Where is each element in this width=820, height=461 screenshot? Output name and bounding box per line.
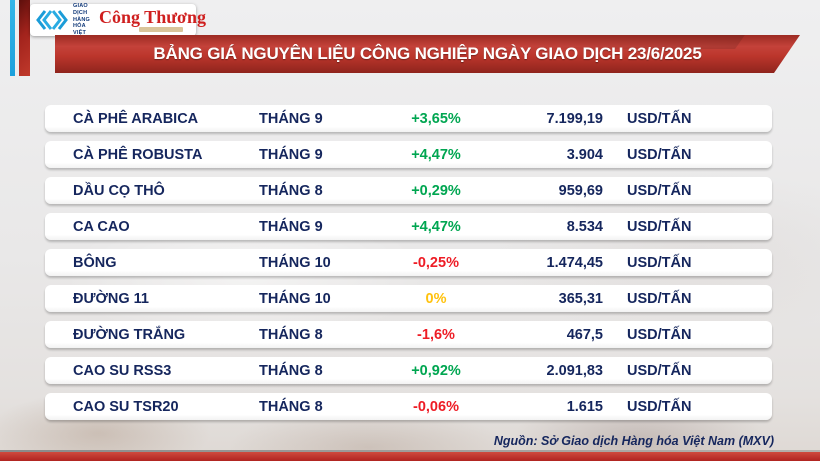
change-percent: +0,29% bbox=[411, 182, 461, 199]
table-row: DẦU CỌ THÔ THÁNG 8 +0,29% 959,69 USD/TẤN bbox=[45, 177, 772, 204]
price-unit: USD/TẤN bbox=[627, 254, 692, 271]
bottom-red-bar bbox=[0, 452, 820, 461]
price-value: 959,69 bbox=[558, 182, 603, 199]
change-percent: -0,06% bbox=[413, 398, 459, 415]
commodity-name: ĐƯỜNG TRẮNG bbox=[73, 326, 186, 343]
price-unit: USD/TẤN bbox=[627, 110, 692, 127]
table-row: CÀ PHÊ ARABICA THÁNG 9 +3,65% 7.199,19 U… bbox=[45, 105, 772, 132]
commodity-name: CÀ PHÊ ROBUSTA bbox=[73, 146, 203, 163]
bottom-divider bbox=[0, 450, 820, 452]
change-percent: +3,65% bbox=[411, 110, 461, 127]
price-value: 1.615 bbox=[566, 398, 603, 415]
title-banner: BẢNG GIÁ NGUYÊN LIỆU CÔNG NGHIỆP NGÀY GI… bbox=[55, 35, 800, 73]
price-unit: USD/TẤN bbox=[627, 362, 692, 379]
change-percent: +0,92% bbox=[411, 362, 461, 379]
commodity-name: CA CAO bbox=[73, 218, 130, 235]
price-value: 365,31 bbox=[558, 290, 603, 307]
commodity-name: BÔNG bbox=[73, 254, 117, 271]
congthuong-tagline bbox=[139, 27, 183, 32]
price-unit: USD/TẤN bbox=[627, 290, 692, 307]
source-note: Nguồn: Sở Giao dịch Hàng hóa Việt Nam (M… bbox=[493, 434, 774, 448]
price-unit: USD/TẤN bbox=[627, 146, 692, 163]
contract-month: THÁNG 9 bbox=[259, 218, 323, 235]
price-unit: USD/TẤN bbox=[627, 398, 692, 415]
contract-month: THÁNG 10 bbox=[259, 290, 331, 307]
left-cyan-stripe bbox=[10, 0, 15, 76]
contract-month: THÁNG 9 bbox=[259, 146, 323, 163]
table-row: ĐƯỜNG 11 THÁNG 10 0% 365,31 USD/TẤN bbox=[45, 285, 772, 312]
page-title: BẢNG GIÁ NGUYÊN LIỆU CÔNG NGHIỆP NGÀY GI… bbox=[153, 44, 702, 63]
change-percent: +4,47% bbox=[411, 146, 461, 163]
change-percent: -1,6% bbox=[417, 326, 455, 343]
contract-month: THÁNG 9 bbox=[259, 110, 323, 127]
table-row: ĐƯỜNG TRẮNG THÁNG 8 -1,6% 467,5 USD/TẤN bbox=[45, 321, 772, 348]
price-unit: USD/TẤN bbox=[627, 218, 692, 235]
commodity-name: CÀ PHÊ ARABICA bbox=[73, 110, 199, 127]
logo-plate: SỞ GIAO DỊCH HÀNG HÓA VIỆT NAM Công Thươ… bbox=[30, 0, 206, 43]
commodity-name: ĐƯỜNG 11 bbox=[73, 290, 149, 307]
price-unit: USD/TẤN bbox=[627, 326, 692, 343]
contract-month: THÁNG 8 bbox=[259, 398, 323, 415]
contract-month: THÁNG 8 bbox=[259, 326, 323, 343]
price-value: 1.474,45 bbox=[546, 254, 603, 271]
price-unit: USD/TẤN bbox=[627, 182, 692, 199]
table-row: CÀ PHÊ ROBUSTA THÁNG 9 +4,47% 3.904 USD/… bbox=[45, 141, 772, 168]
table-row: CAO SU RSS3 THÁNG 8 +0,92% 2.091,83 USD/… bbox=[45, 357, 772, 384]
commodity-name: DẦU CỌ THÔ bbox=[73, 182, 165, 199]
table-row: CAO SU TSR20 THÁNG 8 -0,06% 1.615 USD/TẤ… bbox=[45, 393, 772, 420]
change-percent: +4,47% bbox=[411, 218, 461, 235]
commodity-name: CAO SU TSR20 bbox=[73, 398, 179, 415]
table-row: CA CAO THÁNG 9 +4,47% 8.534 USD/TẤN bbox=[45, 213, 772, 240]
price-value: 2.091,83 bbox=[546, 362, 603, 379]
contract-month: THÁNG 10 bbox=[259, 254, 331, 271]
price-value: 3.904 bbox=[566, 146, 603, 163]
price-value: 467,5 bbox=[566, 326, 603, 343]
contract-month: THÁNG 8 bbox=[259, 362, 323, 379]
commodity-name: CAO SU RSS3 bbox=[73, 362, 172, 379]
congthuong-logo: Công Thương bbox=[95, 8, 206, 32]
left-red-stripe bbox=[19, 0, 30, 76]
price-value: 7.199,19 bbox=[546, 110, 603, 127]
change-percent: 0% bbox=[425, 290, 447, 307]
contract-month: THÁNG 8 bbox=[259, 182, 323, 199]
price-table: CÀ PHÊ ARABICA THÁNG 9 +3,65% 7.199,19 U… bbox=[45, 105, 772, 429]
change-percent: -0,25% bbox=[413, 254, 459, 271]
table-row: BÔNG THÁNG 10 -0,25% 1.474,45 USD/TẤN bbox=[45, 249, 772, 276]
price-value: 8.534 bbox=[566, 218, 603, 235]
mxv-chevrons-icon bbox=[36, 8, 68, 32]
